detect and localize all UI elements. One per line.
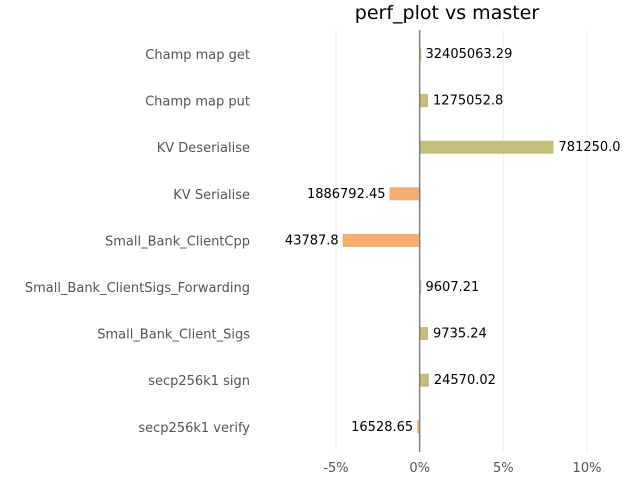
- chart-title: perf_plot vs master: [355, 2, 540, 24]
- bar: [419, 327, 429, 341]
- bar: [419, 140, 554, 154]
- category-label: secp256k1 verify: [138, 421, 250, 436]
- value-label: 24570.02: [434, 373, 496, 388]
- category-label: Small_Bank_Client_Sigs: [97, 328, 250, 343]
- bar: [419, 373, 429, 387]
- value-label: 9607.21: [426, 280, 480, 295]
- value-label: 16528.65: [351, 420, 413, 435]
- bar: [419, 94, 429, 108]
- bars: [342, 47, 554, 434]
- category-label: KV Serialise: [173, 188, 250, 203]
- grid-lines: [335, 30, 588, 452]
- value-label: 781250.0: [559, 140, 621, 155]
- x-tick-label: -5%: [323, 461, 348, 476]
- category-label: secp256k1 sign: [148, 374, 250, 389]
- bar: [417, 420, 420, 434]
- x-tick-label: 5%: [493, 461, 514, 476]
- x-tick-label: 10%: [573, 461, 602, 476]
- category-label: Small_Bank_ClientCpp: [105, 234, 250, 249]
- value-label: 43787.8: [285, 233, 339, 248]
- bar: [389, 187, 420, 201]
- category-label: KV Deserialise: [157, 141, 250, 156]
- category-label: Champ map put: [145, 95, 250, 110]
- x-tick-label: 0%: [409, 461, 430, 476]
- bar: [342, 233, 420, 247]
- value-label: 1886792.45: [307, 187, 386, 202]
- value-label: 9735.24: [433, 327, 487, 342]
- labels: -5% 0% 5% 10% Champ map get 32405063.29 Champ …: [25, 47, 621, 476]
- category-label: Small_Bank_ClientSigs_Forwarding: [25, 281, 250, 296]
- value-label: 1275052.8: [433, 94, 503, 109]
- category-label: Champ map get: [145, 48, 250, 63]
- value-label: 32405063.29: [426, 47, 513, 62]
